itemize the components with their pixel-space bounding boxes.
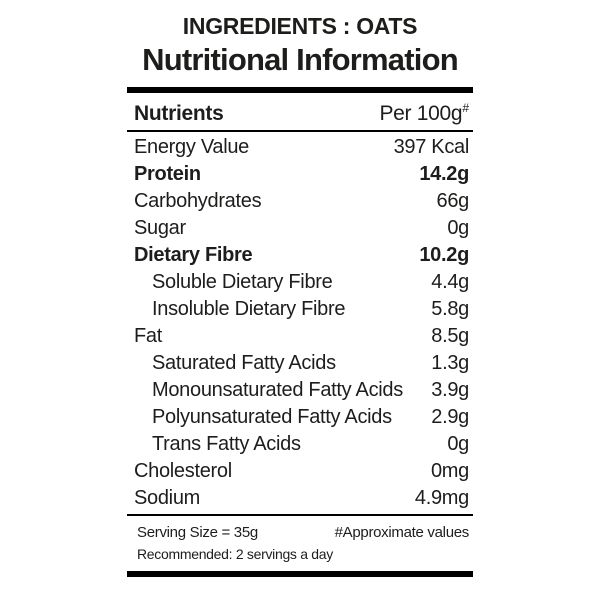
top-thick-rule [127,87,473,93]
table-row: Insoluble Dietary Fibre 5.8g [127,296,473,323]
per-100g-text: Per 100g [379,102,463,125]
table-row: Sodium 4.9mg [127,485,473,512]
table-row: Monounsaturated Fatty Acids 3.9g [127,377,473,404]
footer-divider-rule [127,514,473,516]
table-row: Sugar 0g [127,215,473,242]
serving-info-row: Serving Size = 35g #Approximate values [127,516,473,543]
table-row: Energy Value 397 Kcal [127,134,473,161]
nutrient-label: Trans Fatty Acids [152,433,301,455]
nutrient-value: 2.9g [431,406,469,428]
nutrient-label: Energy Value [134,136,249,158]
ingredients-line: INGREDIENTS : OATS [182,13,418,39]
header-divider-rule [127,130,473,132]
column-header-nutrients: Nutrients [134,102,224,125]
approximate-values-note: #Approximate values [334,524,470,541]
serving-size-text: Serving Size = 35g [137,524,258,541]
table-header-row: Nutrients Per 100g# [127,93,473,130]
nutrient-value: 4.9mg [414,487,469,509]
table-row: Saturated Fatty Acids 1.3g [127,350,473,377]
table-row: Cholesterol 0mg [127,458,473,485]
nutrient-table-body: Energy Value 397 Kcal Protein 14.2g Carb… [127,132,473,514]
nutrient-value: 5.8g [431,298,469,320]
column-header-per-100g: Per 100g# [379,101,469,126]
table-row: Protein 14.2g [127,161,473,188]
per-100g-superscript: # [462,101,469,115]
nutrient-value: 8.5g [431,325,469,347]
nutrient-value: 66g [436,190,470,212]
nutrient-value: 0mg [430,460,469,482]
nutrient-value: 0g [447,433,469,455]
nutrient-label: Insoluble Dietary Fibre [152,298,346,320]
table-row: Polyunsaturated Fatty Acids 2.9g [127,404,473,431]
nutrient-label: Carbohydrates [134,190,262,212]
nutrient-label: Saturated Fatty Acids [152,352,336,374]
nutrient-value: 1.3g [431,352,469,374]
nutrient-label: Protein [134,163,201,185]
nutrient-label: Sodium [134,487,201,509]
nutrient-label: Polyunsaturated Fatty Acids [152,406,392,428]
table-row: Soluble Dietary Fibre 4.4g [127,269,473,296]
nutrient-value: 0g [447,217,469,239]
nutrient-label: Sugar [134,217,186,239]
table-row: Carbohydrates 66g [127,188,473,215]
nutrition-label: INGREDIENTS : OATS Nutritional Informati… [127,0,473,577]
nutrient-label: Soluble Dietary Fibre [152,271,333,293]
nutrient-value: 3.9g [431,379,469,401]
table-row: Dietary Fibre 10.2g [127,242,473,269]
nutrient-label: Dietary Fibre [134,244,253,266]
page-title: Nutritional Information [142,42,458,77]
table-row: Trans Fatty Acids 0g [127,431,473,458]
nutrient-label: Fat [134,325,162,347]
table-row: Fat 8.5g [127,323,473,350]
nutrient-value: 14.2g [419,163,469,185]
nutrient-value: 4.4g [431,271,469,293]
nutrient-value: 10.2g [419,244,469,266]
bottom-thick-rule [127,571,473,577]
nutrient-label: Monounsaturated Fatty Acids [152,379,403,401]
nutrient-value: 397 Kcal [393,136,470,158]
recommended-servings-text: Recommended: 2 servings a day [137,546,333,562]
nutrient-label: Cholesterol [134,460,232,482]
